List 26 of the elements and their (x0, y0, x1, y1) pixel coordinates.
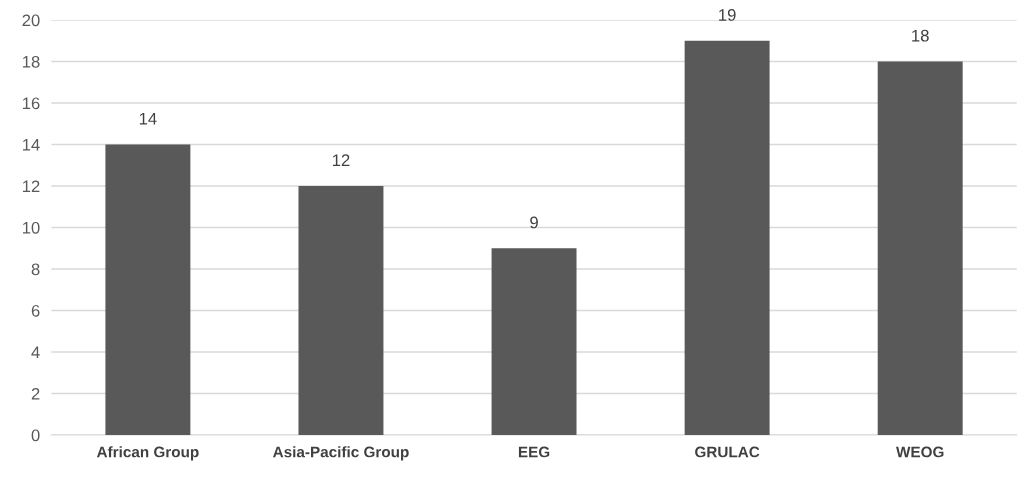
y-tick-label: 14 (22, 139, 40, 151)
data-label: 9 (530, 216, 538, 229)
y-tick-label: 20 (22, 14, 40, 27)
y-tick-label: 18 (22, 55, 40, 68)
y-tick-label: 4 (31, 346, 40, 359)
x-tick-label: GRULAC (695, 446, 760, 458)
data-label: 19 (719, 9, 736, 21)
data-label: 14 (139, 112, 157, 125)
y-tick-label: 8 (31, 263, 40, 276)
y-tick-label: 10 (22, 221, 40, 234)
x-tick-label: EEG (518, 446, 550, 458)
data-label: 12 (332, 154, 350, 166)
bar (491, 248, 577, 436)
bar (298, 186, 384, 436)
y-tick-label: 6 (31, 304, 40, 317)
x-tick-label: African Group (96, 446, 199, 461)
y-tick-label: 0 (31, 429, 40, 442)
data-label: 18 (912, 29, 929, 42)
x-tick-label: Asia-Pacific Group (273, 446, 409, 461)
bar (684, 40, 770, 436)
x-tick-label: WEOG (896, 446, 944, 458)
y-tick-label: 16 (22, 97, 40, 110)
y-tick-label: 2 (31, 387, 40, 400)
bar (877, 61, 963, 436)
bar (105, 144, 191, 436)
y-tick-label: 12 (22, 180, 40, 193)
